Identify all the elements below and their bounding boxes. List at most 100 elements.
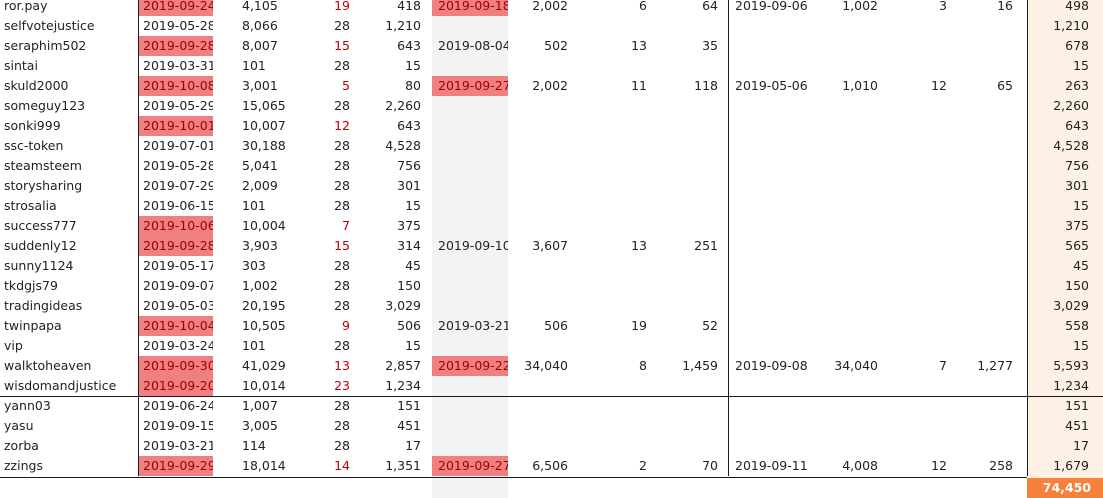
second-days-cell[interactable] [590,176,657,196]
second-subtotal-cell[interactable] [657,16,728,36]
third-subtotal-cell[interactable]: 65 [997,78,1013,93]
user-name-cell[interactable]: vip [4,338,23,353]
second-date-cell[interactable]: 2019-03-21 [438,318,508,333]
last-date-cell[interactable]: 2019-06-15 [138,196,213,216]
last-date-cell[interactable]: 2019-07-01 [138,136,213,156]
third-days-cell[interactable] [900,376,956,396]
second-days-cell[interactable]: 13 [631,38,647,53]
row-total-cell[interactable]: 4,528 [1027,136,1103,156]
third-subtotal-cell[interactable]: 258 [989,458,1013,473]
third-amount-cell[interactable] [815,436,900,456]
second-date-cell[interactable] [432,156,508,176]
third-amount-cell[interactable] [815,276,900,296]
second-subtotal-cell[interactable] [657,376,728,396]
third-amount-cell[interactable] [815,116,900,136]
row-total-cell[interactable]: 498 [1027,0,1103,16]
amount-cell[interactable]: 3,903 [242,238,278,253]
amount-cell[interactable]: 3,005 [242,418,278,433]
days-cell[interactable]: 28 [334,438,350,453]
third-days-cell[interactable] [900,256,956,276]
third-date-cell[interactable] [728,196,815,216]
second-date-cell[interactable]: 2019-09-27 [432,76,508,96]
amount-cell[interactable]: 101 [242,338,266,353]
user-name-cell[interactable]: tkdgjs79 [4,278,58,293]
third-date-cell[interactable] [728,276,815,296]
second-date-cell[interactable] [432,296,508,316]
row-total-cell[interactable]: 558 [1027,316,1103,336]
subtotal-cell[interactable]: 1,210 [385,18,421,33]
second-subtotal-cell[interactable]: 251 [694,238,718,253]
user-name-cell[interactable]: sunny1124 [4,258,74,273]
amount-cell[interactable]: 20,195 [242,298,286,313]
third-subtotal-cell[interactable]: 1,277 [977,358,1013,373]
third-days-cell[interactable]: 12 [931,458,947,473]
third-date-cell[interactable] [728,436,815,456]
grand-total-cell[interactable]: 74,450 [1027,478,1103,498]
second-date-cell[interactable] [432,56,508,76]
last-date-cell[interactable]: 2019-05-17 [138,256,213,276]
last-date-cell[interactable]: 2019-09-20 [138,376,213,396]
second-amount-cell[interactable] [508,136,590,156]
second-days-cell[interactable] [590,376,657,396]
row-total-cell[interactable]: 15 [1027,336,1103,356]
third-date-cell[interactable] [728,156,815,176]
third-amount-cell[interactable] [815,156,900,176]
second-days-cell[interactable] [590,196,657,216]
second-subtotal-cell[interactable] [657,96,728,116]
second-days-cell[interactable] [590,296,657,316]
second-date-cell[interactable] [432,116,508,136]
third-days-cell[interactable] [900,316,956,336]
third-days-cell[interactable]: 7 [939,358,947,373]
last-date-cell[interactable]: 2019-03-31 [138,56,213,76]
row-total-cell[interactable]: 45 [1027,256,1103,276]
days-cell[interactable]: 28 [334,198,350,213]
third-subtotal-cell[interactable] [956,276,1027,296]
third-amount-cell[interactable] [815,256,900,276]
third-days-cell[interactable] [900,116,956,136]
third-subtotal-cell[interactable] [956,376,1027,396]
amount-cell[interactable]: 3,001 [242,78,278,93]
third-date-cell[interactable] [728,176,815,196]
third-subtotal-cell[interactable] [956,436,1027,456]
last-date-cell[interactable]: 2019-10-06 [138,216,213,236]
third-subtotal-cell[interactable] [956,336,1027,356]
days-cell[interactable]: 28 [334,98,350,113]
second-amount-cell[interactable]: 34,040 [524,358,568,373]
user-name-cell[interactable]: walktoheaven [4,358,92,373]
days-cell[interactable]: 7 [342,218,350,233]
second-date-cell[interactable]: 2019-08-04 [438,38,508,53]
row-total-cell[interactable]: 1,210 [1027,16,1103,36]
third-days-cell[interactable] [900,436,956,456]
second-amount-cell[interactable] [508,256,590,276]
second-amount-cell[interactable]: 2,002 [532,0,568,13]
second-days-cell[interactable]: 2 [639,458,647,473]
row-total-cell[interactable]: 756 [1027,156,1103,176]
row-total-cell[interactable]: 15 [1027,196,1103,216]
days-cell[interactable]: 23 [334,378,350,393]
second-subtotal-cell[interactable] [657,56,728,76]
second-days-cell[interactable] [590,136,657,156]
days-cell[interactable]: 28 [334,138,350,153]
row-total-cell[interactable]: 150 [1027,276,1103,296]
second-subtotal-cell[interactable] [657,416,728,436]
second-date-cell[interactable]: 2019-09-10 [438,238,508,253]
user-name-cell[interactable]: success777 [4,218,77,233]
third-days-cell[interactable]: 3 [939,0,947,13]
user-name-cell[interactable]: twinpapa [4,318,62,333]
third-subtotal-cell[interactable] [956,56,1027,76]
second-subtotal-cell[interactable]: 52 [702,318,718,333]
second-amount-cell[interactable] [508,416,590,436]
subtotal-cell[interactable]: 314 [397,238,421,253]
third-days-cell[interactable] [900,16,956,36]
second-date-cell[interactable] [432,396,508,416]
second-days-cell[interactable] [590,276,657,296]
second-amount-cell[interactable] [508,96,590,116]
third-date-cell[interactable] [728,396,815,416]
second-date-cell[interactable]: 2019-09-27 [432,456,508,476]
third-subtotal-cell[interactable] [956,296,1027,316]
third-amount-cell[interactable] [815,416,900,436]
last-date-cell[interactable]: 2019-09-28 [138,36,213,56]
subtotal-cell[interactable]: 506 [397,318,421,333]
second-date-cell[interactable] [432,96,508,116]
subtotal-cell[interactable]: 2,260 [385,98,421,113]
